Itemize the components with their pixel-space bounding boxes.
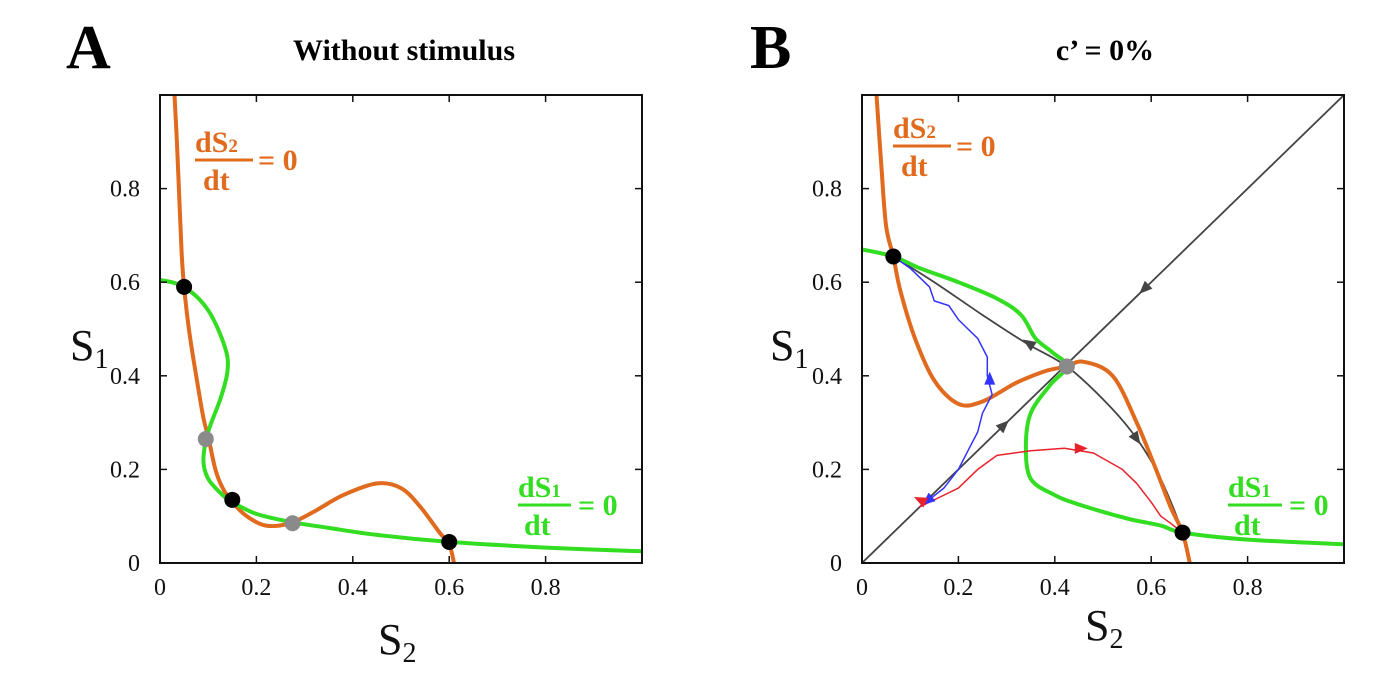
panel-a-ytick-label: 0.8 [110,177,140,203]
panel-b-manifold-arrow-lower [1128,430,1141,445]
panel-b-stable-fixed-point [1174,524,1191,541]
panel-a-ds1-num: dS [518,471,551,504]
panel-a-ytick-label: 0.6 [110,270,140,296]
panel-b-trajectory-blue-arrow [984,371,996,385]
panel-b-ylabel-main: S [770,321,794,370]
panel-a-frame [159,94,643,564]
panel-b-ds2-den: dt [901,150,928,183]
panel-b-ds2-rhs: = 0 [956,130,996,163]
panel-b-ytick-label: 0.6 [812,270,842,296]
panel-b-ytick-label: 0.2 [812,457,842,483]
panel-b-title: c’ = 0% [1056,34,1154,67]
panel-b-lines [862,95,1344,563]
panel-b-ytick-label: 0.4 [812,364,842,390]
panel-b-ds1-label: dS1 dt = 0 [1228,471,1329,542]
panel-b-letter: B [750,14,791,82]
panel-b-ds1-num-sub: 1 [1261,481,1271,502]
panel-b-ylabel-sub: 1 [794,344,808,375]
panel-b-manifold-arrow-upper [1022,339,1037,352]
panel-b-ds2-num: dS [893,112,926,145]
panel-a-stable-fixed-point [176,278,193,295]
svg-text:dS1: dS1 [1228,471,1271,504]
panel-a-unstable-fixed-point [197,430,214,447]
panel-a-xtick-label: 0.2 [241,575,271,601]
panel-b-xtick-label: 0.8 [1233,575,1263,601]
panel-a-xtick-label: 0.4 [338,575,368,601]
panel-b-ds2-label: dS2 dt = 0 [893,112,996,183]
panel-b-ds1-nullcline [862,247,1344,547]
panel-a-stable-fixed-point [441,533,458,550]
panel-a-xlabel-sub: 2 [402,638,416,669]
panel-b-unstable-fixed-point [1058,358,1075,375]
panel-a-ylabel: S1 [70,321,108,375]
panel-b-diagonal-line [862,95,1344,563]
panel-a-xtick-label: 0 [154,575,166,601]
panel-b-xtick-label: 0.4 [1040,575,1070,601]
panel-b-stable-fixed-point [885,248,902,265]
panel-b-ticks: 0 0.2 0.4 0.6 0.8 0 0.2 0.4 0.6 0.8 [812,95,1344,601]
panel-b-ds1-rhs: = 0 [1289,489,1329,522]
panel-b-xtick-label: 0 [856,575,868,601]
panel-b-xtick-label: 0.2 [943,575,973,601]
panel-b-ytick-label: 0 [830,551,842,577]
panel-b-plot: 0 0.2 0.4 0.6 0.800.20.40.60.8 S1 S2 dS2 dt … [770,94,1345,655]
panel-a-ds2-label: dS2 dt = 0 [195,126,298,197]
panel-b-diagonal-arrow-upper [1139,280,1153,294]
panel-a-ds1-rhs: = 0 [578,489,618,522]
panel-a-ytick-label: 0.4 [110,364,140,390]
panel-a-title: Without stimulus [293,34,515,67]
panel-b-trajectory-red-arrow-start [913,496,929,508]
panel-b-frame [861,94,1345,564]
panel-a-ds2-num-sub: 2 [228,136,238,157]
panel-a-ds1-num-sub: 1 [551,481,561,502]
panel-a-ds2-num: dS [195,126,228,159]
panel-a-xlabel: S2 [378,615,416,669]
panel-a-stable-fixed-point [224,491,241,508]
panel-a-xlabel-main: S [378,615,402,664]
panel-a-ds1-den: dt [524,509,551,542]
panel-a-ylabel-sub: 1 [94,344,108,375]
svg-text:dS1: dS1 [518,471,561,504]
panel-b-ds2-num-sub: 2 [926,122,936,143]
panel-b-xtick-label: 0.6 [1136,575,1166,601]
panel-a-ytick-label: 0.2 [110,457,140,483]
panel-a-unstable-fixed-point [284,515,301,532]
panel-a-ds1-nullcline [160,277,642,554]
panel-a-xtick-label: 0.8 [531,575,561,601]
svg-text:dS2: dS2 [893,112,936,145]
panel-a-xtick-label: 0.6 [434,575,464,601]
panel-b-trajectory-blue [892,255,993,508]
panel-b-arrows [913,280,1153,508]
panel-b-xlabel: S2 [1085,601,1123,655]
panel-a-ticks: 0 0.2 0.4 0.6 0.8 0 0.2 0.4 0.6 0.8 [110,95,642,601]
panel-b-xlabel-main: S [1085,601,1109,650]
panel-b-ds1-den: dt [1234,509,1261,542]
panel-a-fixed-points [176,278,458,550]
panel-b-ytick-label: 0.8 [812,177,842,203]
panel-b-ylabel: S1 [770,321,808,375]
panel-a-ytick-label: 0 [128,551,140,577]
panel-b-trajectory-red-arrow [1074,442,1088,454]
panel-b-fixed-points [885,248,1191,541]
panel-b-ds1-num: dS [1228,471,1261,504]
panel-a-letter: A [66,14,111,82]
panel-a-ds2-rhs: = 0 [258,144,298,177]
panel-a-plot: 0 0.2 0.4 0.6 0.800.20.40.60.8 S1 S2 dS2 dt … [70,94,643,669]
panel-a-ylabel-main: S [70,321,94,370]
panel-b-xlabel-sub: 2 [1109,624,1123,655]
panel-b-diagonal-arrow-lower [995,420,1009,434]
panel-a-ds2-den: dt [203,164,230,197]
panel-a-ds1-label: dS1 dt = 0 [518,471,618,542]
svg-text:dS2: dS2 [195,126,238,159]
